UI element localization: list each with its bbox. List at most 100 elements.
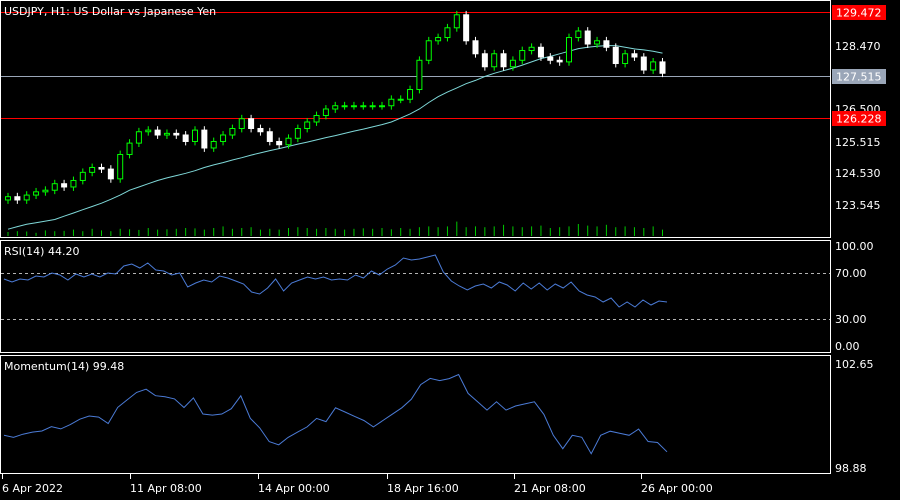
- candle-body: [257, 127, 264, 133]
- candle: [369, 101, 376, 110]
- candle: [276, 137, 283, 149]
- candle: [379, 101, 385, 110]
- candle: [229, 124, 236, 139]
- candle: [575, 27, 582, 42]
- momentum-panel-title: Momentum(14) 99.48: [4, 360, 124, 373]
- candle: [5, 192, 11, 204]
- candle-body: [163, 132, 170, 136]
- candle: [388, 95, 395, 110]
- candle: [135, 127, 142, 148]
- candle-body: [332, 105, 339, 110]
- candle: [472, 36, 479, 58]
- candle: [61, 179, 68, 191]
- candle-body: [397, 98, 404, 101]
- candle: [640, 53, 647, 74]
- candlesticks: [5, 10, 666, 204]
- momentum-line: [3, 373, 668, 455]
- svg-text:127.515: 127.515: [836, 71, 882, 84]
- time-axis-label: 14 Apr 00:00: [258, 482, 330, 495]
- candle-body: [210, 140, 217, 149]
- candle-body: [341, 105, 348, 108]
- candle: [350, 101, 357, 110]
- candle: [444, 23, 451, 42]
- time-axis-label: 26 Apr 00:00: [641, 482, 713, 495]
- candle: [332, 101, 339, 113]
- candle: [528, 43, 535, 55]
- candle: [313, 111, 320, 126]
- moving-average-line: [7, 45, 663, 230]
- candle: [14, 192, 21, 204]
- candle: [210, 137, 217, 152]
- candle-body: [23, 194, 30, 201]
- candle: [23, 191, 30, 204]
- candle-body: [51, 183, 58, 191]
- candle: [360, 101, 367, 110]
- candle-body: [192, 129, 198, 142]
- candle: [556, 56, 563, 66]
- volume-bars: [7, 221, 663, 236]
- candle-body: [388, 98, 395, 107]
- candle-body: [509, 59, 516, 68]
- candle: [500, 49, 507, 71]
- candle-body: [360, 105, 367, 108]
- candle: [547, 53, 554, 65]
- candle-body: [61, 183, 68, 188]
- momentum-panel-frame: [0, 355, 831, 474]
- candle-body: [650, 61, 657, 71]
- svg-text:126.228: 126.228: [836, 113, 882, 126]
- candle-body: [612, 46, 619, 65]
- candle: [425, 36, 432, 65]
- candle-body: [294, 127, 301, 139]
- candle-body: [154, 129, 161, 136]
- candle: [584, 27, 591, 48]
- candle-body: [435, 37, 442, 42]
- candle-body: [173, 132, 180, 136]
- candle-body: [416, 59, 423, 91]
- candle: [51, 179, 58, 195]
- candle: [173, 129, 180, 139]
- candle: [416, 56, 423, 94]
- candle-body: [322, 108, 329, 116]
- candle: [154, 126, 161, 139]
- momentum-tick-label: 102.65: [835, 358, 874, 371]
- candle: [163, 129, 170, 139]
- candle: [70, 176, 77, 191]
- hline-tag-upper: 129.472: [832, 5, 886, 20]
- candle: [42, 186, 49, 196]
- candle-body: [556, 59, 563, 63]
- candle: [407, 85, 414, 104]
- candle-body: [201, 129, 208, 149]
- candle: [145, 126, 152, 136]
- horizontal-lines[interactable]: [1, 12, 830, 119]
- candle: [126, 139, 133, 159]
- momentum-tick-label: 98.88: [835, 462, 867, 475]
- candle-body: [145, 129, 152, 133]
- candle: [266, 127, 273, 146]
- candle-body: [603, 40, 610, 48]
- candle: [650, 57, 657, 74]
- candle-body: [238, 118, 245, 129]
- candle-body: [126, 142, 133, 155]
- candle-body: [220, 134, 227, 142]
- candle: [481, 49, 488, 71]
- candle-body: [491, 53, 498, 68]
- price-tick-label: 128.470: [835, 40, 881, 53]
- candle-body: [229, 127, 236, 136]
- rsi-line: [3, 254, 668, 308]
- candle: [89, 163, 96, 177]
- candle-body: [407, 89, 414, 100]
- candle-body: [107, 168, 114, 180]
- candle: [594, 36, 601, 48]
- rsi-tick-label: 70.00: [835, 267, 867, 280]
- candle-body: [248, 118, 255, 129]
- time-axis-label: 21 Apr 08:00: [514, 482, 586, 495]
- candle: [659, 57, 666, 78]
- candle-body: [98, 166, 105, 170]
- candle-body: [304, 121, 311, 129]
- candle: [566, 33, 572, 66]
- candle: [257, 124, 264, 136]
- candle-body: [79, 171, 86, 181]
- candle-body: [640, 56, 647, 71]
- rsi-tick-label: 100.00: [835, 240, 874, 253]
